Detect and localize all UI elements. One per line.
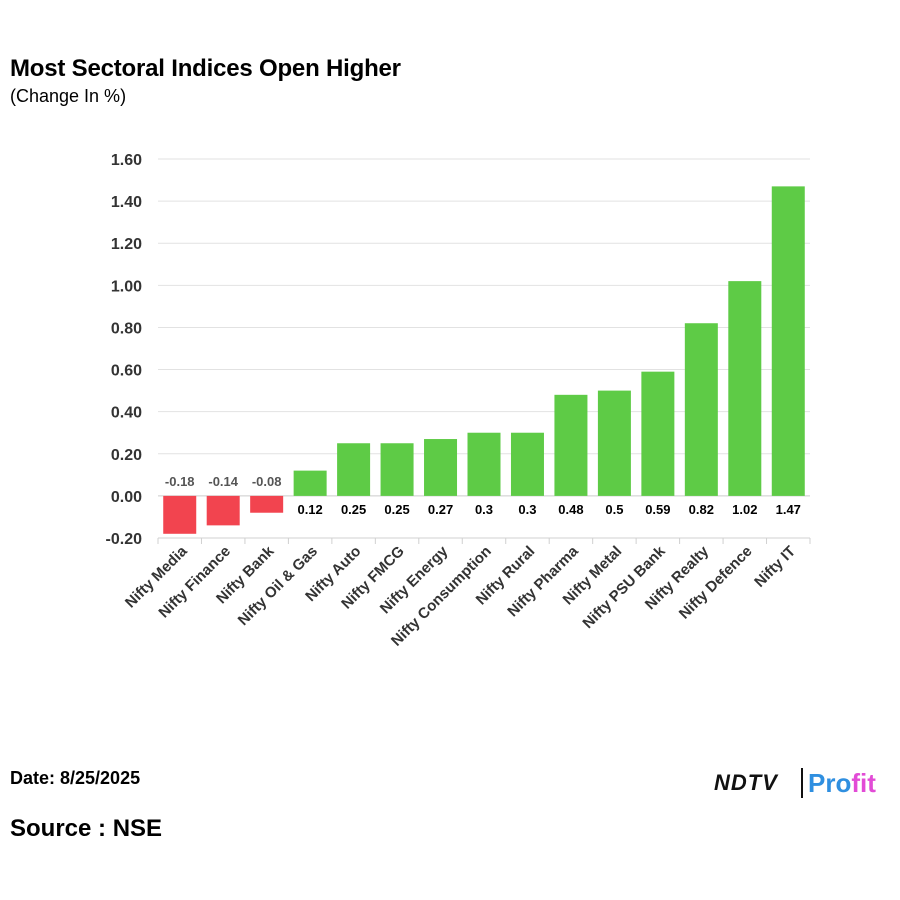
bar xyxy=(728,281,762,496)
data-label: -0.14 xyxy=(208,474,238,489)
y-tick-label: -0.20 xyxy=(106,531,143,548)
y-tick-label: 1.40 xyxy=(111,194,142,211)
bar xyxy=(467,432,501,496)
y-tick-label: 0.80 xyxy=(111,320,142,337)
data-label: -0.18 xyxy=(165,474,195,489)
ndtv-profit-logo: NDTV Profit xyxy=(714,768,896,800)
data-label: 0.5 xyxy=(605,502,623,517)
y-tick-label: 0.20 xyxy=(111,447,142,464)
data-label: 0.12 xyxy=(297,502,322,517)
data-label: 0.27 xyxy=(428,502,453,517)
bar xyxy=(163,495,197,534)
y-tick-label: 0.60 xyxy=(111,363,142,380)
bar xyxy=(597,390,631,496)
data-label: 0.59 xyxy=(645,502,670,517)
bar xyxy=(641,371,675,496)
y-tick-label: 1.60 xyxy=(111,152,142,169)
bar xyxy=(250,495,284,513)
chart-subtitle: (Change In %) xyxy=(10,86,127,106)
data-label: 0.48 xyxy=(558,502,583,517)
data-label: 1.02 xyxy=(732,502,757,517)
bar xyxy=(424,439,458,496)
y-tick-label: 1.20 xyxy=(111,236,142,253)
brand-profit-text: Profit xyxy=(808,768,876,798)
y-tick-label: 1.00 xyxy=(111,278,142,295)
y-tick-label: 0.40 xyxy=(111,405,142,422)
brand-divider xyxy=(801,768,803,798)
data-label: -0.08 xyxy=(252,474,282,489)
data-label: 0.3 xyxy=(518,502,536,517)
data-label: 0.25 xyxy=(384,502,409,517)
chart-title: Most Sectoral Indices Open Higher xyxy=(10,55,401,82)
source-label: Source : NSE xyxy=(10,815,163,842)
bar xyxy=(684,323,718,496)
bar xyxy=(554,394,588,496)
bar xyxy=(206,495,240,526)
bar xyxy=(510,432,544,496)
data-label: 0.82 xyxy=(689,502,714,517)
brand-ndtv-text: NDTV xyxy=(714,770,778,795)
bar xyxy=(293,470,327,496)
bar xyxy=(337,443,371,496)
data-label: 0.25 xyxy=(341,502,366,517)
data-label: 0.3 xyxy=(475,502,493,517)
category-label: Nifty IT xyxy=(751,543,799,591)
bar xyxy=(771,186,805,496)
bar xyxy=(380,443,414,496)
date-label: Date: 8/25/2025 xyxy=(10,768,141,788)
y-tick-label: 0.00 xyxy=(111,489,142,506)
data-label: 1.47 xyxy=(776,502,801,517)
